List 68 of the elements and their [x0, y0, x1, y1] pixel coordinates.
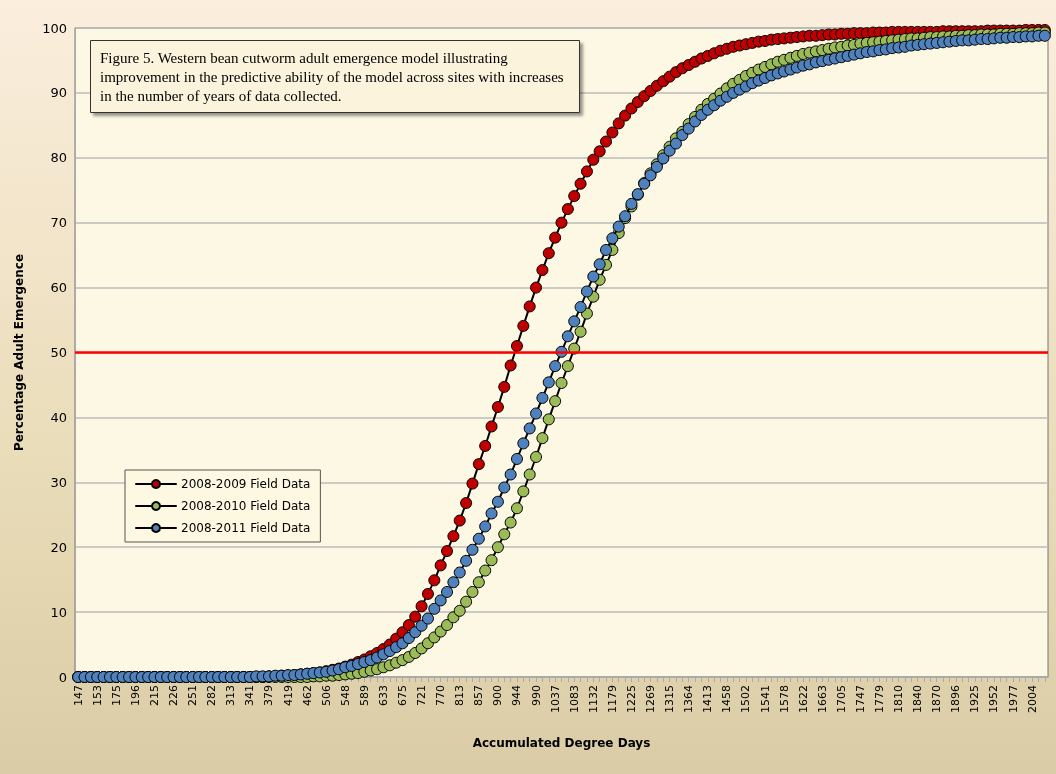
y-tick-label: 70	[50, 215, 67, 231]
x-tick-label: 1896	[949, 685, 963, 713]
text: Figure 5. Western bean cutworm adult emergence model illustrating improvement in the predictive ability of the model across sites with increases in the number of years of data collected.	[100, 49, 568, 104]
x-tick-label: 1179	[605, 685, 619, 713]
x-tick-label: 153	[90, 685, 104, 706]
y-tick-label: 40	[50, 409, 67, 425]
x-tick-label: 506	[319, 685, 333, 706]
x-tick-label: 175	[109, 685, 123, 706]
y-tick-label: 100	[42, 20, 67, 36]
x-tick-label: 1622	[796, 685, 810, 713]
y-tick-label: 60	[50, 280, 67, 296]
y-axis-title: Percentage Adult Emergence	[12, 253, 26, 452]
x-tick-label: 1663	[815, 685, 829, 713]
x-tick-label: 1870	[930, 685, 944, 713]
x-tick-label: 1132	[586, 685, 600, 713]
x-tick-label: 251	[186, 685, 200, 706]
x-tick-label: 313	[224, 685, 238, 706]
x-tick-label: 1541	[758, 685, 772, 713]
x-tick-label: 379	[262, 685, 276, 706]
x-tick-label: 633	[376, 685, 390, 706]
x-tick-label: 1840	[911, 685, 925, 713]
x-tick-label: 1413	[701, 685, 715, 713]
x-tick-label: 1315	[663, 685, 677, 713]
x-tick-label: 944	[510, 685, 524, 706]
x-tick-label: 1083	[567, 685, 581, 713]
x-tick-label: 215	[147, 685, 161, 706]
x-tick-label: 1925	[968, 685, 982, 713]
x-tick-label: 419	[281, 685, 295, 706]
y-tick-label: 10	[50, 604, 67, 620]
legend-label: 2008-2009 Field Data	[181, 477, 311, 491]
x-tick-label: 675	[396, 685, 410, 706]
x-tick-label: 1269	[644, 685, 658, 713]
x-tick-label: 282	[205, 685, 219, 706]
y-tick-label: 20	[50, 539, 67, 555]
x-tick-label: 147	[71, 685, 85, 706]
legend-label: 2008-2010 Field Data	[181, 499, 311, 513]
x-axis-title: Accumulated Degree Days	[472, 736, 651, 750]
x-tick-label: 1458	[720, 685, 734, 713]
x-tick-label: 1810	[892, 685, 906, 713]
x-tick-label: 857	[472, 685, 486, 706]
x-tick-label: 1779	[872, 685, 886, 713]
x-tick-label: 1977	[1006, 685, 1020, 713]
x-tick-label: 1952	[987, 685, 1001, 713]
y-tick-label: 50	[50, 345, 67, 360]
x-tick-label: 1502	[739, 685, 753, 713]
x-tick-label: 226	[167, 685, 181, 706]
x-tick-label: 1225	[624, 685, 638, 713]
y-tick-label: 90	[50, 85, 67, 101]
x-tick-label: 1364	[682, 685, 696, 713]
x-tick-label: 2004	[1025, 685, 1039, 713]
x-tick-label: 589	[357, 685, 371, 706]
y-tick-label: 30	[50, 474, 67, 490]
x-tick-label: 1705	[834, 685, 848, 713]
x-tick-label: 1578	[777, 685, 791, 713]
x-tick-label: 548	[338, 685, 352, 706]
x-tick-label: 462	[300, 685, 314, 706]
x-tick-label: 813	[453, 685, 467, 706]
y-tick-label: 80	[50, 150, 67, 166]
x-tick-label: 1037	[548, 685, 562, 713]
x-tick-label: 196	[128, 685, 142, 706]
x-tick-label: 900	[491, 685, 505, 706]
x-tick-label: 721	[415, 685, 429, 706]
x-tick-label: 341	[243, 685, 257, 706]
legend-label: 2008-2011 Field Data	[181, 521, 311, 535]
x-tick-label: 770	[434, 685, 448, 706]
x-tick-label: 990	[529, 685, 543, 706]
x-tick-label: 1747	[853, 685, 867, 713]
y-tick-label: 0	[58, 669, 67, 685]
